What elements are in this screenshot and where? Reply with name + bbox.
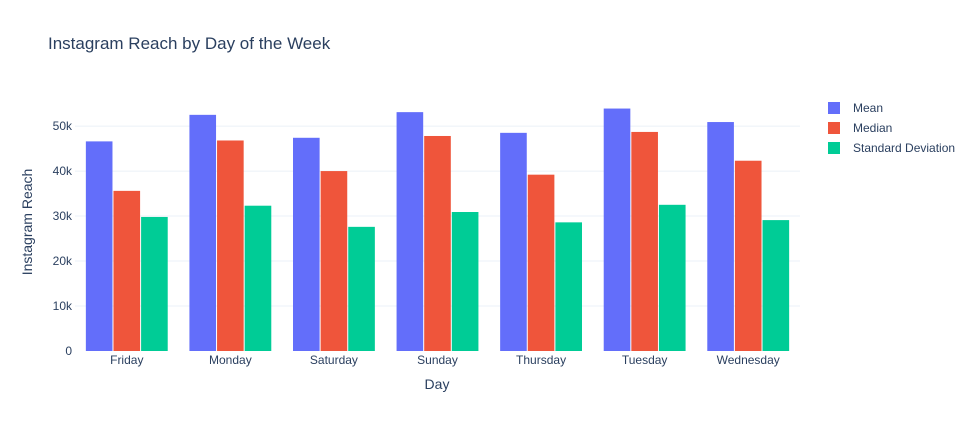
legend-label: Mean (853, 101, 883, 115)
bar-median-wednesday (734, 160, 762, 351)
y-tick-label: 20k (53, 254, 73, 268)
bar-median-thursday (527, 174, 555, 351)
bars (85, 108, 790, 351)
legend-swatch (828, 142, 840, 154)
x-tick-label: Friday (110, 353, 143, 367)
bar-median-sunday (424, 135, 451, 351)
legend-item[interactable]: Median (828, 121, 892, 135)
bar-standard-deviation-friday (141, 216, 168, 351)
legend-label: Median (853, 121, 892, 135)
legend-item[interactable]: Mean (828, 101, 883, 115)
legend-swatch (828, 102, 840, 114)
bar-mean-saturday (293, 137, 320, 351)
y-tick-label: 30k (53, 209, 73, 223)
legend: Mean Median Standard Deviation (828, 101, 955, 155)
y-ticks: 0 10k 20k 30k 40k 50k (53, 119, 73, 358)
y-axis-title: Instagram Reach (19, 169, 35, 276)
y-tick-label: 50k (53, 119, 73, 133)
legend-label: Standard Deviation (853, 141, 955, 155)
bar-median-friday (113, 190, 141, 351)
x-ticks: Friday Monday Saturday Sunday Thursday Tuesda… (110, 353, 780, 367)
bar-standard-deviation-wednesday (762, 220, 790, 351)
bar-standard-deviation-tuesday (658, 204, 686, 351)
legend-swatch (828, 122, 840, 134)
bar-mean-wednesday (707, 122, 734, 351)
y-tick-label: 0 (65, 344, 72, 358)
x-tick-label: Saturday (310, 353, 358, 367)
x-axis-title: Day (425, 376, 450, 392)
bar-standard-deviation-monday (244, 205, 272, 351)
bar-standard-deviation-saturday (348, 226, 375, 351)
x-tick-label: Wednesday (717, 353, 780, 367)
x-tick-label: Monday (209, 353, 252, 367)
bar-median-monday (217, 140, 244, 351)
legend-item[interactable]: Standard Deviation (828, 141, 955, 155)
y-tick-label: 40k (53, 164, 73, 178)
x-tick-label: Sunday (417, 353, 458, 367)
y-tick-label: 10k (53, 299, 73, 313)
bar-standard-deviation-thursday (555, 222, 582, 351)
bar-median-tuesday (631, 131, 658, 351)
bar-mean-sunday (396, 112, 424, 351)
bar-median-saturday (320, 171, 348, 351)
x-tick-label: Thursday (516, 353, 566, 367)
x-tick-label: Tuesday (622, 353, 668, 367)
chart-title: Instagram Reach by Day of the Week (48, 34, 331, 53)
bar-mean-monday (189, 114, 217, 351)
bar-mean-friday (85, 141, 113, 351)
bar-mean-thursday (500, 132, 527, 351)
bar-standard-deviation-sunday (451, 212, 479, 351)
bar-mean-tuesday (603, 108, 631, 351)
